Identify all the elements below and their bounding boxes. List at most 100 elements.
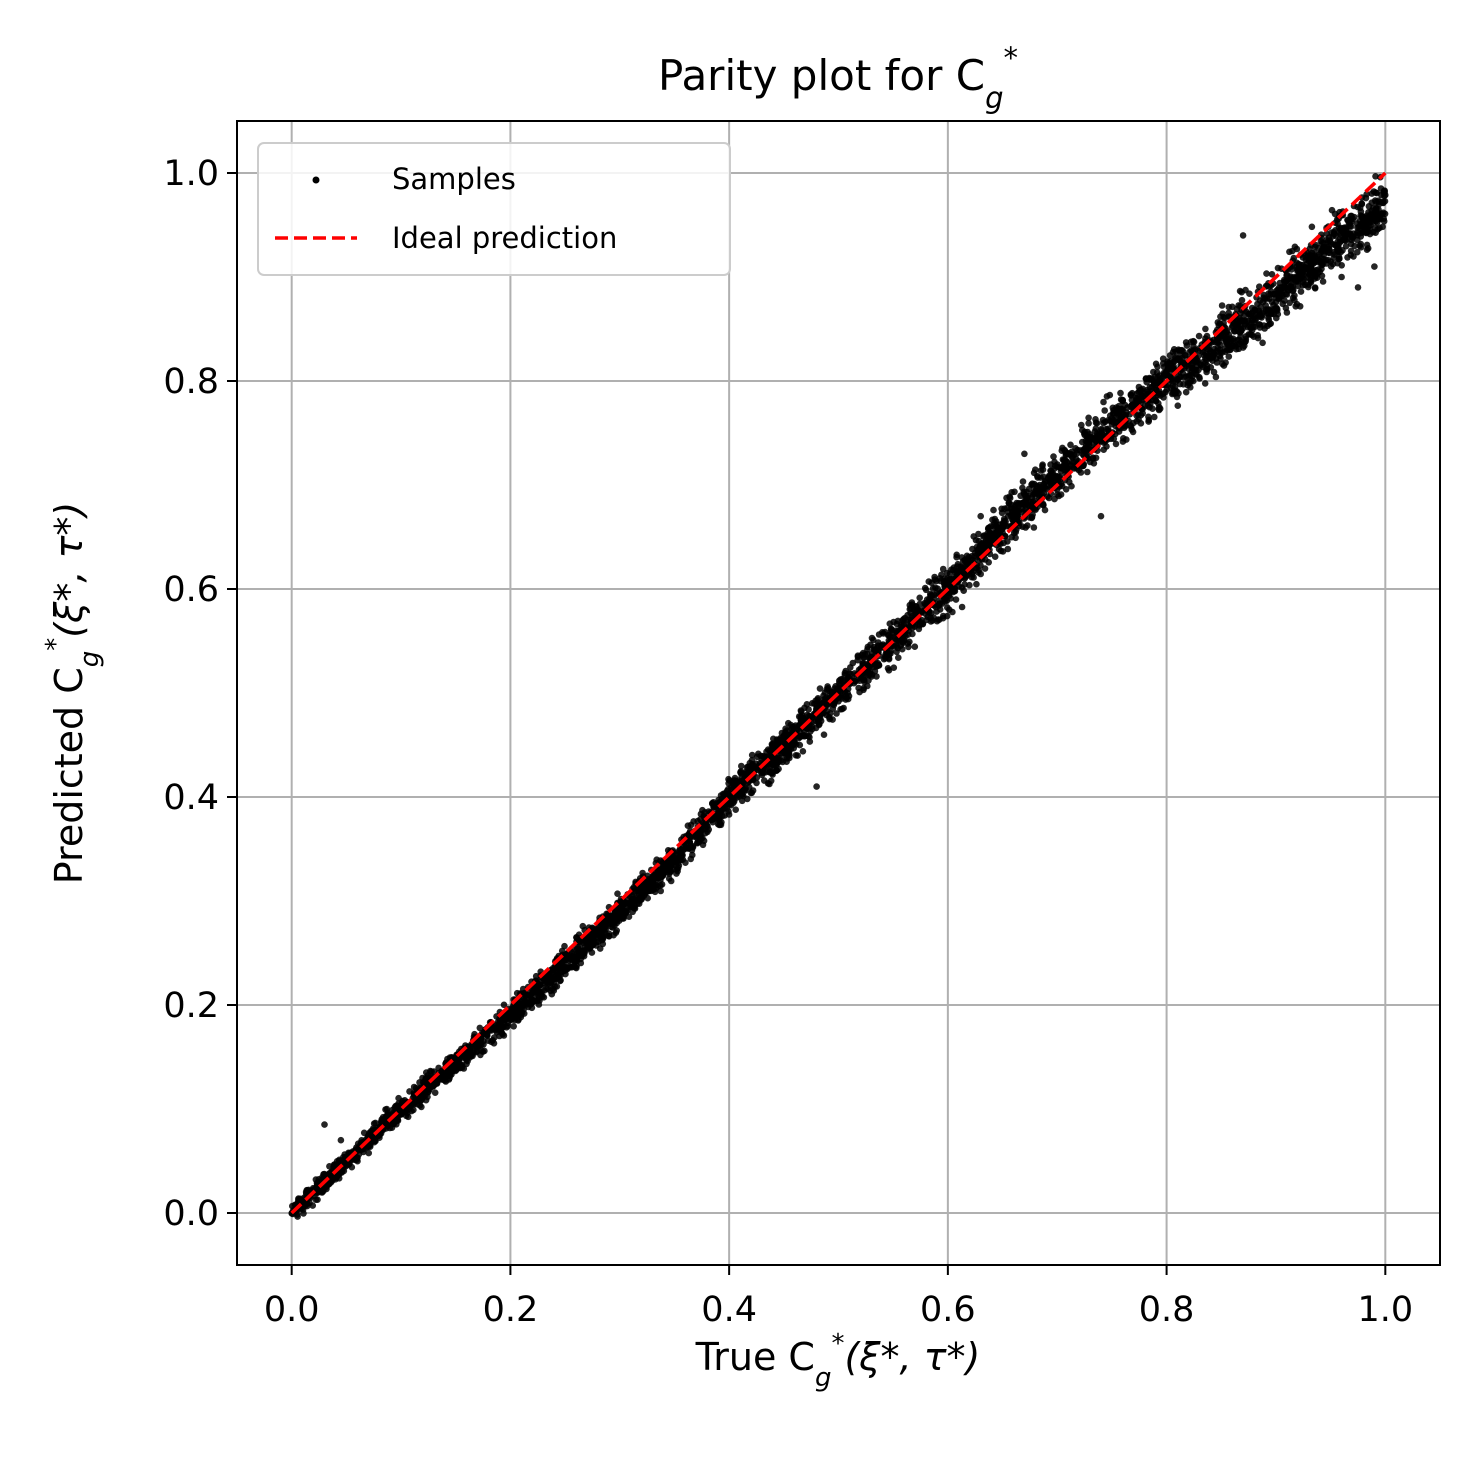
sample-point	[561, 942, 568, 950]
sample-point	[727, 801, 735, 809]
sample-point	[410, 1083, 418, 1091]
sample-point	[1084, 468, 1091, 476]
sample-point	[1039, 466, 1047, 474]
sample-point	[1371, 263, 1378, 270]
sample-point	[1021, 450, 1028, 458]
sample-point	[1225, 303, 1233, 311]
sample-point	[1261, 325, 1268, 332]
sample-point	[416, 1102, 424, 1109]
sample-point	[861, 651, 869, 658]
sample-point	[1263, 270, 1270, 277]
sample-point	[786, 752, 793, 759]
sample-point	[532, 972, 540, 980]
sample-point	[928, 592, 935, 600]
sample-point	[465, 1053, 473, 1060]
sample-point	[1381, 188, 1388, 196]
sample-point	[975, 569, 982, 576]
sample-point	[547, 979, 555, 986]
sample-point	[871, 667, 879, 675]
sample-point	[841, 671, 849, 679]
sample-point	[916, 594, 923, 602]
sample-point	[849, 659, 857, 667]
sample-point	[1267, 288, 1275, 295]
sample-point	[1139, 385, 1146, 393]
sample-point	[1259, 339, 1266, 347]
sample-point	[1182, 373, 1190, 381]
sample-point	[630, 883, 638, 891]
sample-point	[1059, 456, 1067, 463]
sample-point	[679, 851, 686, 859]
sample-point	[999, 520, 1007, 527]
sample-point	[958, 603, 966, 611]
sample-point	[1047, 461, 1054, 468]
sample-point	[1359, 216, 1367, 224]
sample-point	[794, 752, 801, 759]
sample-point	[915, 606, 922, 614]
sample-point	[589, 928, 597, 936]
sample-point	[1177, 347, 1185, 354]
sample-point	[581, 950, 588, 957]
sample-point	[694, 835, 701, 842]
sample-point	[928, 579, 935, 587]
sample-point	[1376, 224, 1383, 232]
sample-point	[1119, 397, 1126, 405]
sample-point	[1041, 479, 1049, 486]
sample-point	[1019, 523, 1026, 530]
sample-point	[801, 733, 808, 740]
sample-point	[743, 764, 751, 771]
sample-point	[1039, 501, 1047, 509]
sample-point	[1048, 473, 1055, 480]
sample-point	[1347, 247, 1355, 255]
sample-point	[963, 560, 970, 568]
sample-point	[921, 584, 929, 592]
sample-point	[372, 1137, 379, 1145]
sample-point	[1234, 322, 1241, 330]
sample-point	[737, 770, 745, 777]
sample-point	[1284, 286, 1292, 294]
y-tick-label: 0.0	[163, 1194, 219, 1234]
sample-point	[1117, 389, 1124, 397]
sample-point	[1202, 325, 1209, 333]
sample-point	[884, 665, 892, 672]
sample-point	[1347, 240, 1355, 248]
sample-point	[1023, 494, 1031, 502]
y-tick-label: 0.8	[163, 362, 219, 402]
sample-point	[709, 800, 716, 808]
sample-point	[488, 1038, 495, 1046]
sample-point	[1146, 374, 1153, 382]
sample-point	[1004, 538, 1011, 545]
sample-point	[500, 1016, 507, 1024]
sample-point	[1174, 375, 1181, 383]
sample-point	[1363, 229, 1370, 237]
sample-point	[1190, 337, 1197, 345]
sample-point	[318, 1186, 325, 1193]
sample-point	[563, 956, 570, 964]
sample-point	[976, 543, 984, 550]
sample-point	[774, 756, 782, 763]
sample-point	[929, 585, 937, 592]
sample-point	[1117, 405, 1125, 413]
sample-point	[1338, 262, 1345, 269]
sample-point	[1363, 246, 1371, 253]
sample-point	[1067, 450, 1074, 458]
sample-point	[558, 968, 566, 976]
sample-point	[1036, 483, 1044, 491]
sample-point	[820, 731, 828, 738]
sample-point	[548, 990, 556, 998]
sample-point	[934, 585, 941, 592]
y-tick-label: 0.2	[163, 986, 219, 1026]
sample-point	[1085, 439, 1093, 447]
sample-point	[1085, 420, 1092, 427]
sample-point	[1221, 345, 1229, 353]
sample-point	[679, 847, 687, 854]
sample-point	[860, 686, 867, 694]
sample-point	[1083, 433, 1091, 441]
sample-point	[430, 1068, 438, 1075]
sample-point	[714, 813, 721, 821]
sample-point	[768, 740, 776, 748]
sample-point	[732, 806, 739, 813]
sample-point	[536, 989, 544, 996]
sample-point	[833, 710, 840, 717]
sample-point	[719, 790, 727, 798]
sample-point	[1103, 425, 1110, 433]
